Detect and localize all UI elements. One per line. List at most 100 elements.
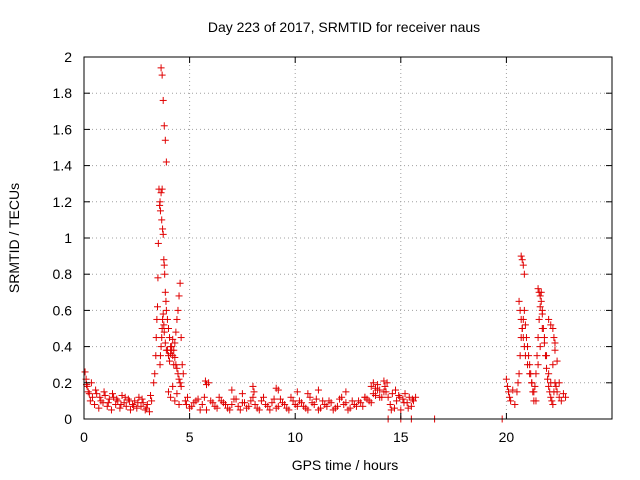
data-point <box>93 390 101 398</box>
x-tick-label: 0 <box>80 429 88 445</box>
data-point <box>395 391 403 399</box>
data-point <box>109 390 117 398</box>
data-point <box>312 395 320 403</box>
data-point <box>86 397 94 405</box>
data-point <box>515 370 523 378</box>
data-point <box>314 406 322 414</box>
data-point <box>153 303 161 311</box>
data-point <box>547 393 555 401</box>
data-point <box>200 393 208 401</box>
data-point <box>386 401 394 409</box>
data-point <box>171 339 179 347</box>
data-point <box>161 136 169 144</box>
data-point <box>396 393 404 401</box>
data-point <box>503 382 511 390</box>
data-point <box>533 352 541 360</box>
data-point <box>141 406 149 414</box>
data-point <box>555 393 563 401</box>
data-point <box>126 406 134 414</box>
data-point <box>374 381 382 389</box>
data-point <box>247 397 255 405</box>
data-point <box>388 390 396 398</box>
data-point <box>158 71 166 79</box>
data-point <box>534 334 542 342</box>
data-point <box>238 399 246 407</box>
data-point <box>407 402 415 410</box>
data-point <box>535 315 543 323</box>
data-point <box>544 375 552 383</box>
data-point <box>135 393 143 401</box>
data-point <box>88 393 96 401</box>
data-point <box>536 343 544 351</box>
data-point <box>162 297 170 305</box>
data-point <box>348 397 356 405</box>
y-tick-label: 0.8 <box>53 266 73 282</box>
data-point <box>154 274 162 282</box>
data-point <box>159 230 167 238</box>
data-point <box>217 397 225 405</box>
data-point <box>257 397 265 405</box>
data-point <box>157 189 165 197</box>
data-point <box>238 390 246 398</box>
data-point <box>545 370 553 378</box>
data-point <box>196 406 204 414</box>
data-point <box>158 334 166 342</box>
data-point <box>517 252 525 260</box>
data-point <box>276 395 284 403</box>
data-point <box>387 406 395 414</box>
data-point <box>270 395 278 403</box>
data-point <box>323 402 331 410</box>
data-point <box>156 352 164 360</box>
data-point <box>137 402 145 410</box>
data-point <box>534 361 542 369</box>
data-point <box>298 399 306 407</box>
data-point <box>251 401 259 409</box>
data-point <box>176 379 184 387</box>
y-axis-title: SRMTID / TECUs <box>6 183 22 293</box>
data-point <box>392 386 400 394</box>
data-point <box>161 288 169 296</box>
data-point <box>536 303 544 311</box>
y-tick-label: 0.6 <box>53 302 73 318</box>
data-point <box>157 343 165 351</box>
data-point <box>230 395 238 403</box>
data-point <box>125 397 133 405</box>
data-point <box>371 384 379 392</box>
data-point <box>528 379 536 387</box>
data-point <box>331 404 339 412</box>
data-point <box>547 321 555 329</box>
data-point <box>361 393 369 401</box>
data-point <box>159 225 167 233</box>
data-point <box>158 216 166 224</box>
data-point <box>506 393 514 401</box>
data-point <box>147 391 155 399</box>
data-point <box>170 346 178 354</box>
data-point <box>380 377 388 385</box>
data-point <box>161 270 169 278</box>
data-point <box>151 370 159 378</box>
data-point <box>536 292 544 300</box>
data-point <box>520 343 528 351</box>
data-point <box>520 270 528 278</box>
x-tick-label: 5 <box>186 429 194 445</box>
data-point <box>513 388 521 396</box>
data-point <box>120 399 128 407</box>
data-point <box>521 352 529 360</box>
y-tick-label: 1 <box>64 230 72 246</box>
data-point <box>552 382 560 390</box>
data-point <box>121 393 129 401</box>
data-point <box>84 388 92 396</box>
data-point <box>164 388 172 396</box>
y-tick-label: 1.4 <box>53 158 73 174</box>
y-tick-label: 0.2 <box>53 375 73 391</box>
data-point <box>532 370 540 378</box>
data-point <box>384 393 392 401</box>
data-point <box>172 328 180 336</box>
axis-ticks: 0 5 10 15 20 0 0.2 0.4 0.6 0.8 1 1.2 1.4 1.6 1.8 2 <box>53 49 612 445</box>
data-point <box>160 321 168 329</box>
data-point <box>514 379 522 387</box>
data-point <box>540 334 548 342</box>
data-point <box>547 379 555 387</box>
data-point <box>524 361 532 369</box>
